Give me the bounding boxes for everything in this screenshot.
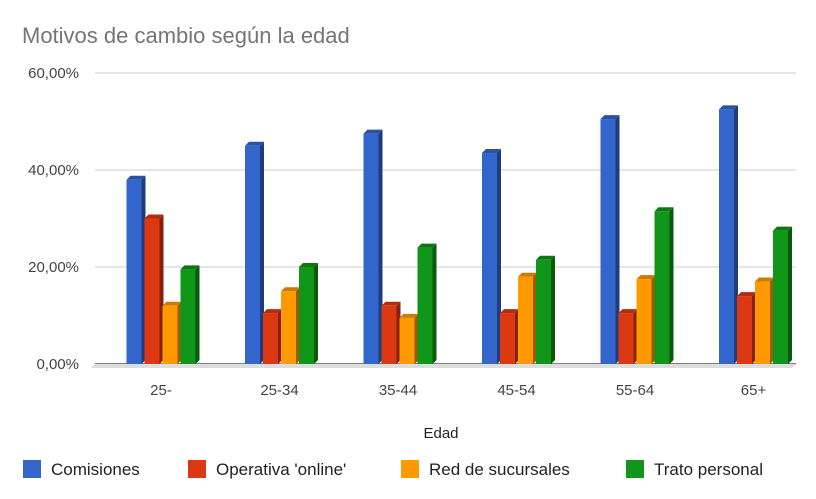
legend-swatch <box>23 460 41 478</box>
bar <box>180 265 200 364</box>
x-tick-label: 45-54 <box>497 382 535 399</box>
bar <box>144 214 164 364</box>
x-axis-label: Edad <box>423 425 458 442</box>
grid-lines <box>91 72 796 368</box>
bar <box>126 175 146 364</box>
bar <box>417 243 437 364</box>
x-tick-label: 25- <box>150 382 172 399</box>
y-tick-label: 40,00% <box>28 162 79 179</box>
legend-swatch <box>626 460 644 478</box>
bar <box>636 275 656 364</box>
legend-label: Operativa 'online' <box>216 460 346 479</box>
x-tick-label: 65+ <box>741 382 767 399</box>
legend: Comisiones Operativa 'online' Red de sucur… <box>23 460 763 479</box>
bar <box>737 292 756 364</box>
chart-title: Motivos de cambio según la edad <box>22 23 350 48</box>
bar <box>482 149 501 364</box>
bar <box>654 207 674 364</box>
legend-item: Red de sucursales <box>401 460 570 479</box>
bar <box>381 301 401 364</box>
bar <box>600 115 620 364</box>
bar <box>162 301 182 364</box>
bar <box>245 141 264 364</box>
bar <box>536 255 555 364</box>
x-tick-label: 25-34 <box>260 382 298 399</box>
y-tick-label: 60,00% <box>28 65 79 82</box>
bar <box>773 226 792 364</box>
bar <box>755 277 774 364</box>
bar <box>618 309 638 364</box>
y-tick-label: 20,00% <box>28 259 79 276</box>
bar <box>399 313 419 364</box>
bar <box>363 129 383 364</box>
bar <box>719 105 738 364</box>
legend-label: Red de sucursales <box>429 460 570 479</box>
legend-swatch <box>188 460 206 478</box>
chart-floor <box>91 364 796 368</box>
legend-swatch <box>401 460 419 478</box>
bar <box>500 309 519 364</box>
legend-label: Trato personal <box>654 460 763 479</box>
legend-item: Comisiones <box>23 460 140 479</box>
bars <box>126 105 792 364</box>
bar <box>299 263 318 364</box>
legend-item: Trato personal <box>626 460 763 479</box>
x-tick-label: 55-64 <box>616 382 654 399</box>
y-axis-ticks: 0,00% 20,00% 40,00% 60,00% <box>28 65 79 373</box>
legend-label: Comisiones <box>51 460 140 479</box>
bar <box>281 287 300 364</box>
legend-item: Operativa 'online' <box>188 460 346 479</box>
bar <box>263 309 282 364</box>
y-tick-label: 0,00% <box>36 356 79 373</box>
x-tick-label: 35-44 <box>379 382 417 399</box>
bar <box>518 272 537 364</box>
x-axis-ticks: 25- 25-34 35-44 45-54 55-64 65+ <box>150 382 766 399</box>
